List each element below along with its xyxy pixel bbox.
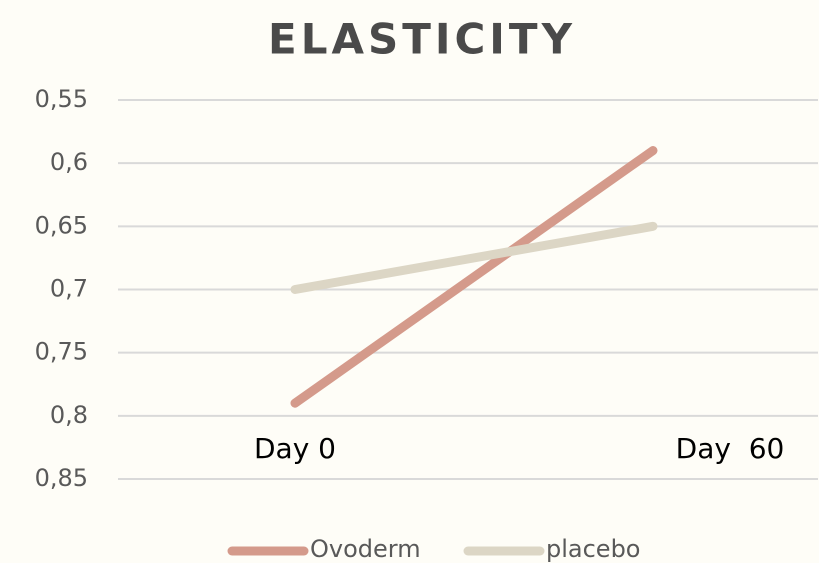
x-tick-label: Day 60 bbox=[676, 432, 785, 465]
chart-title: ELASTICITY bbox=[268, 15, 576, 64]
x-tick-label: Day 0 bbox=[254, 432, 336, 465]
y-tick-label: 0,8 bbox=[50, 401, 88, 429]
line-series bbox=[290, 221, 658, 294]
y-tick-label: 0,55 bbox=[35, 85, 88, 113]
y-tick-label: 0,85 bbox=[35, 464, 88, 492]
y-tick-label: 0,6 bbox=[50, 148, 88, 176]
y-tick-label: 0,65 bbox=[35, 211, 88, 239]
legend-label: Ovoderm bbox=[310, 535, 421, 563]
y-tick-label: 0,75 bbox=[35, 338, 88, 366]
line-series bbox=[290, 146, 658, 408]
y-tick-label: 0,7 bbox=[50, 275, 88, 303]
legend-label: placebo bbox=[546, 535, 641, 563]
